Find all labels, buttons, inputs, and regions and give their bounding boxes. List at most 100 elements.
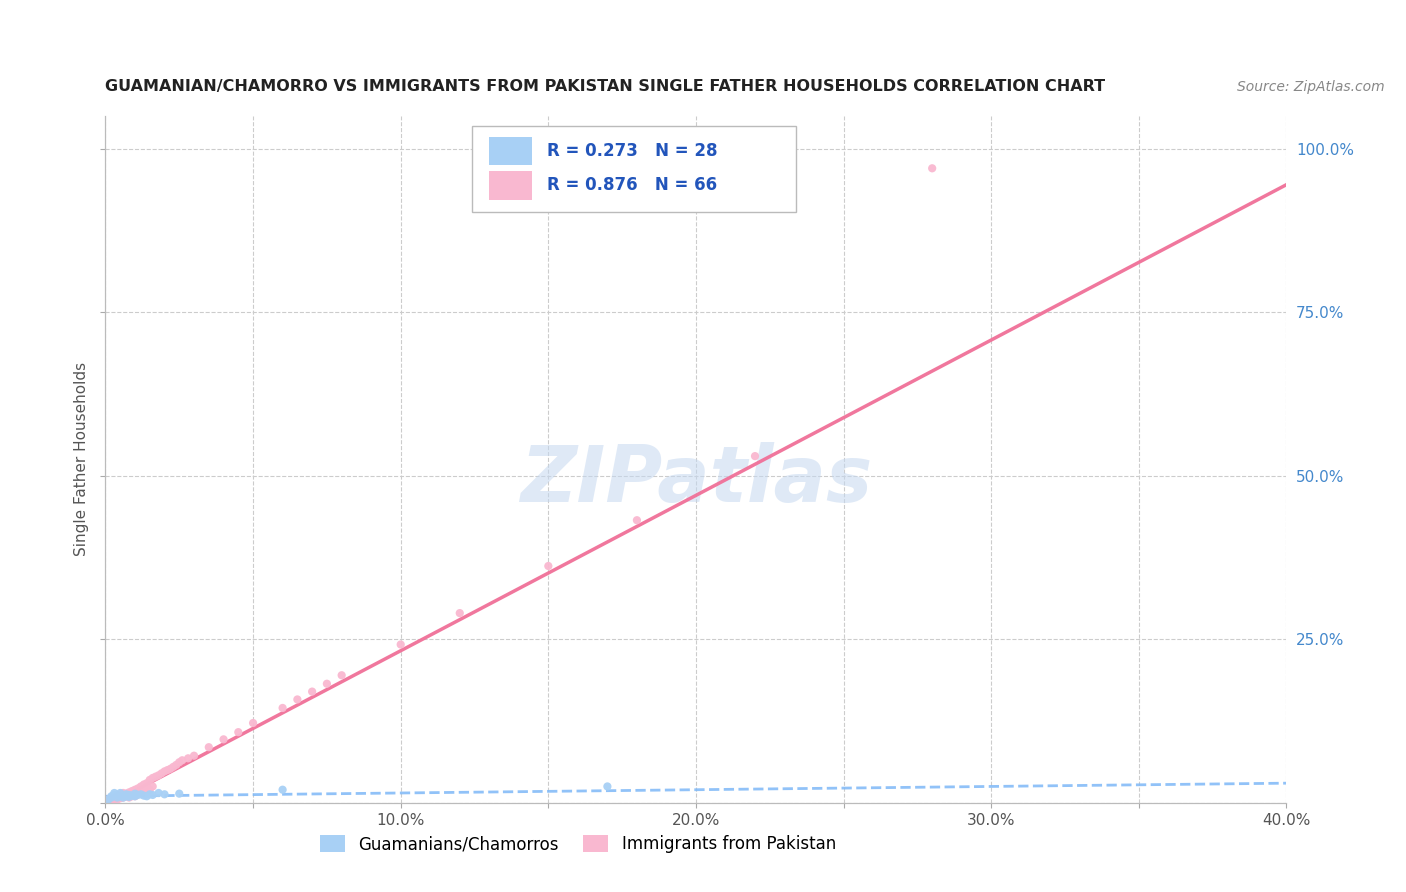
Point	[112, 790, 135, 805]
Point	[153, 764, 176, 779]
Point	[105, 789, 128, 804]
Point	[100, 790, 122, 805]
Point	[115, 787, 138, 801]
Point	[110, 789, 132, 804]
Point	[162, 760, 184, 774]
Point	[145, 770, 167, 784]
Point	[127, 788, 149, 802]
Point	[129, 780, 152, 794]
Point	[105, 788, 128, 802]
Point	[121, 789, 143, 803]
FancyBboxPatch shape	[489, 171, 531, 200]
Point	[103, 790, 125, 805]
Point	[287, 692, 309, 706]
Point	[330, 668, 353, 682]
Point	[135, 776, 157, 790]
Point	[301, 684, 323, 698]
Point	[118, 789, 141, 804]
Text: GUAMANIAN/CHAMORRO VS IMMIGRANTS FROM PAKISTAN SINGLE FATHER HOUSEHOLDS CORRELAT: GUAMANIAN/CHAMORRO VS IMMIGRANTS FROM PA…	[105, 78, 1105, 94]
Y-axis label: Single Father Households: Single Father Households	[75, 362, 90, 557]
Point	[138, 772, 162, 787]
Point	[124, 789, 146, 804]
Text: Source: ZipAtlas.com: Source: ZipAtlas.com	[1237, 79, 1385, 94]
Point	[135, 780, 157, 794]
Point	[118, 788, 141, 802]
Point	[142, 780, 165, 794]
Point	[596, 780, 619, 794]
Point	[112, 788, 135, 802]
Point	[105, 790, 128, 805]
Point	[226, 725, 250, 739]
Point	[103, 786, 125, 800]
Point	[124, 786, 146, 800]
Point	[744, 449, 766, 463]
Point	[156, 763, 179, 777]
Point	[132, 777, 155, 791]
Point	[129, 786, 152, 800]
Point	[118, 785, 141, 799]
Point	[103, 792, 125, 806]
Point	[172, 753, 194, 767]
FancyBboxPatch shape	[471, 127, 796, 212]
Point	[142, 771, 165, 785]
Point	[150, 766, 173, 780]
Point	[449, 606, 471, 620]
Point	[315, 677, 337, 691]
Point	[118, 790, 141, 805]
Point	[105, 792, 128, 806]
Point	[135, 789, 157, 804]
Point	[127, 781, 149, 796]
Point	[100, 790, 122, 805]
Point	[97, 792, 120, 806]
Point	[100, 789, 122, 804]
Point	[159, 762, 181, 776]
Point	[177, 751, 200, 765]
Point	[124, 782, 146, 797]
Point	[105, 790, 128, 805]
Point	[121, 784, 143, 798]
Point	[100, 794, 122, 808]
Point	[112, 790, 135, 805]
Legend: Guamanians/Chamorros, Immigrants from Pakistan: Guamanians/Chamorros, Immigrants from Pa…	[314, 828, 842, 860]
Point	[165, 757, 187, 772]
Point	[212, 732, 235, 747]
Point	[110, 787, 132, 801]
Point	[271, 701, 294, 715]
Point	[132, 782, 155, 797]
Point	[115, 787, 138, 801]
FancyBboxPatch shape	[489, 136, 531, 165]
Point	[132, 789, 155, 803]
Text: R = 0.876   N = 66: R = 0.876 N = 66	[547, 177, 717, 194]
Point	[389, 638, 412, 652]
Point	[138, 782, 162, 797]
Point	[142, 788, 165, 802]
Point	[169, 787, 191, 801]
Point	[121, 789, 143, 804]
Point	[110, 791, 132, 805]
Point	[115, 789, 138, 804]
Point	[127, 784, 149, 798]
Point	[148, 768, 170, 782]
Point	[129, 787, 152, 801]
Point	[138, 787, 162, 801]
Point	[148, 786, 170, 800]
Point	[124, 789, 146, 804]
Point	[115, 789, 138, 804]
Point	[921, 161, 943, 176]
Point	[169, 756, 191, 770]
Point	[110, 786, 132, 800]
Point	[112, 786, 135, 800]
Point	[183, 748, 205, 763]
Point	[626, 513, 648, 527]
Point	[153, 787, 176, 801]
Point	[118, 788, 141, 802]
Point	[100, 792, 122, 806]
Point	[537, 559, 560, 574]
Point	[242, 716, 264, 731]
Text: ZIPatlas: ZIPatlas	[520, 442, 872, 518]
Point	[103, 788, 125, 802]
Point	[97, 794, 120, 808]
Point	[110, 789, 132, 804]
Point	[103, 793, 125, 807]
Point	[97, 792, 120, 806]
